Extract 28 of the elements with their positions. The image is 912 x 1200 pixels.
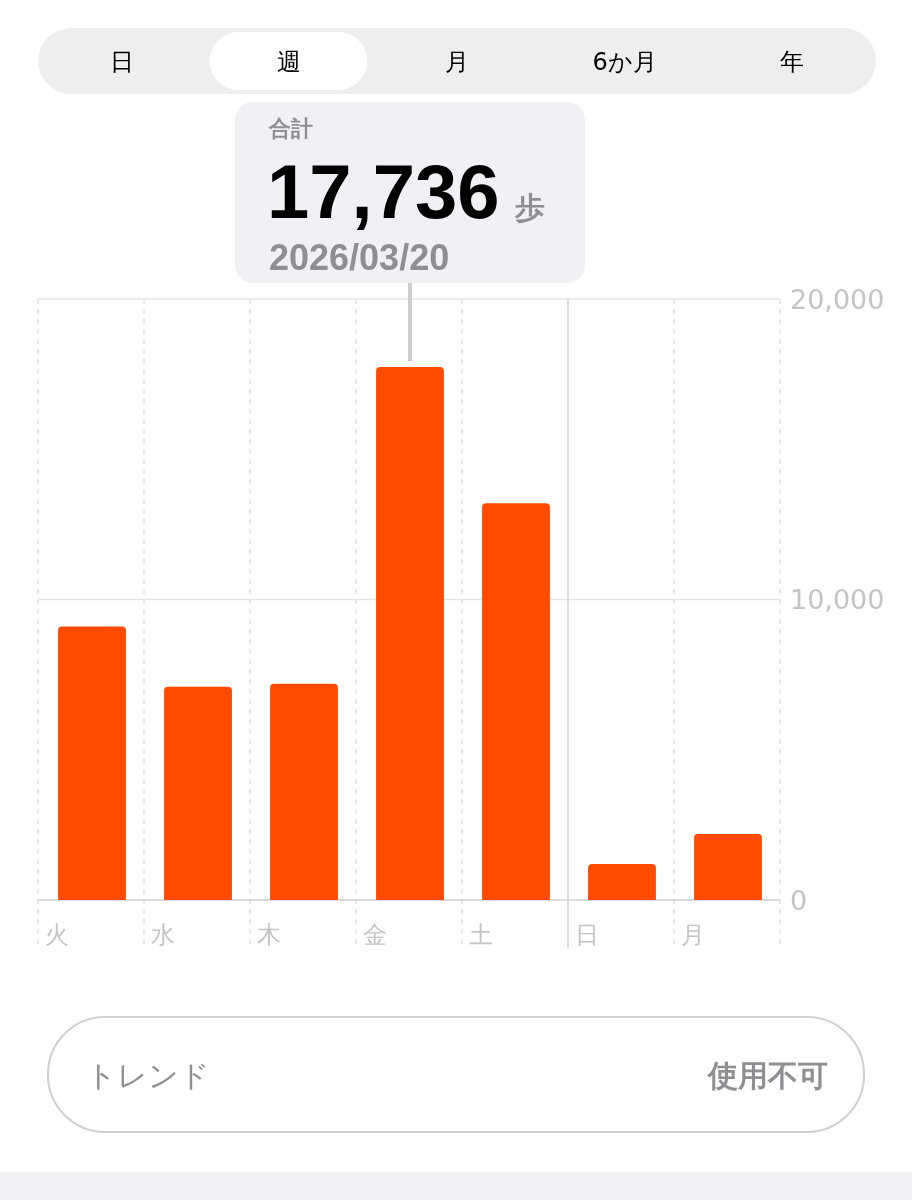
annotation: 17,736	[267, 149, 500, 234]
text: 年	[780, 48, 805, 76]
text: トレンド	[86, 1058, 210, 1093]
text: 使用不可	[707, 1058, 828, 1093]
text: 2026/03/20	[269, 237, 450, 278]
bar	[694, 833, 762, 900]
bar	[270, 683, 338, 900]
x-tick-label: 火	[45, 921, 69, 949]
bar	[58, 626, 126, 900]
bar	[376, 367, 444, 900]
x-tick-label: 月	[681, 921, 705, 949]
bar	[164, 686, 232, 900]
y-tick-label: 10,000	[790, 584, 885, 616]
bar	[482, 503, 550, 900]
text: 6か月	[592, 48, 657, 76]
text: 歩	[514, 190, 545, 225]
x-tick-label: 日	[575, 921, 599, 949]
x-tick-label: 金	[363, 921, 387, 949]
y-tick-label: 20,000	[790, 283, 885, 315]
text: 週	[277, 48, 302, 76]
y-tick-label: 0	[790, 884, 808, 916]
text: 日	[109, 48, 134, 76]
bar	[588, 863, 656, 900]
x-tick-label: 土	[469, 921, 493, 949]
x-tick-label: 水	[151, 921, 175, 949]
text: 合計	[268, 116, 313, 141]
text: 月	[445, 48, 469, 76]
x-tick-label: 木	[257, 921, 281, 949]
